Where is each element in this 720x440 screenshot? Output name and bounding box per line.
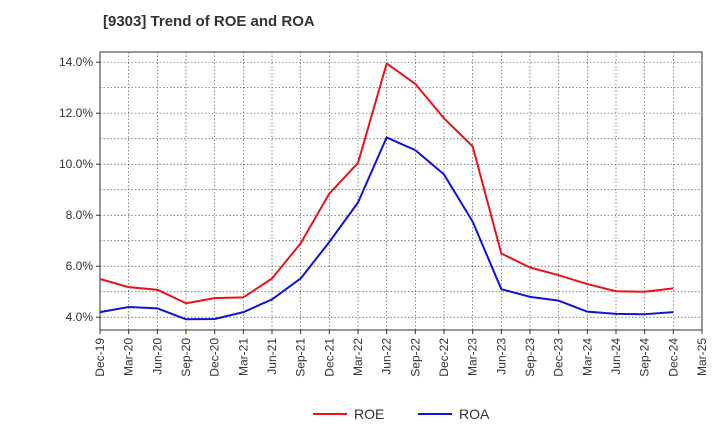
x-tick-label: Dec-19 bbox=[93, 338, 107, 377]
series-lines bbox=[99, 62, 674, 321]
x-tick-label: Mar-25 bbox=[695, 338, 709, 376]
chart-title: [9303] Trend of ROE and ROA bbox=[103, 13, 315, 30]
y-tick-label: 10.0% bbox=[59, 157, 93, 171]
y-tick-label: 12.0% bbox=[59, 106, 93, 120]
legend-label: ROE bbox=[354, 406, 384, 422]
y-tick-label: 8.0% bbox=[66, 208, 94, 222]
x-tick-label: Dec-24 bbox=[666, 338, 680, 377]
legend-item-roe: ROE bbox=[313, 406, 384, 422]
y-tick-label: 6.0% bbox=[66, 259, 94, 273]
x-tick-label: Jun-22 bbox=[380, 338, 394, 375]
x-tick-label: Dec-23 bbox=[552, 338, 566, 377]
x-tick-label: Mar-21 bbox=[236, 338, 250, 376]
x-tick-label: Mar-24 bbox=[580, 338, 594, 376]
series-line-roa bbox=[99, 136, 674, 321]
legend-item-roa: ROA bbox=[418, 406, 490, 422]
legend: ROE ROA bbox=[313, 406, 490, 422]
plot-area bbox=[99, 51, 703, 331]
x-tick-label: Sep-22 bbox=[408, 338, 422, 377]
x-tick-label: Sep-23 bbox=[523, 338, 537, 377]
x-tick-label: Dec-21 bbox=[322, 338, 336, 377]
x-tick-label: Mar-23 bbox=[466, 338, 480, 376]
legend-label: ROA bbox=[459, 406, 490, 422]
x-tick-label: Mar-20 bbox=[122, 338, 136, 376]
x-tick-label: Sep-24 bbox=[638, 338, 652, 377]
series-line-roe bbox=[99, 62, 674, 305]
y-tick-label: 14.0% bbox=[59, 55, 93, 69]
x-tick-label: Mar-22 bbox=[351, 338, 365, 376]
x-tick-label: Jun-23 bbox=[494, 338, 508, 375]
x-tick-label: Sep-21 bbox=[294, 338, 308, 377]
x-axis: Dec-19 Mar-20 Jun-20 Sep-20 Dec-20 Mar-21 Jun-… bbox=[93, 330, 709, 377]
grid bbox=[99, 52, 703, 330]
x-tick-label: Jun-21 bbox=[265, 338, 279, 375]
y-tick-label: 4.0% bbox=[66, 310, 94, 324]
x-tick-label: Dec-22 bbox=[437, 338, 451, 377]
y-axis: 4.0% 6.0% 8.0% 10.0% 12.0% 14.0% bbox=[59, 55, 100, 324]
x-tick-label: Jun-20 bbox=[150, 338, 164, 375]
x-tick-label: Jun-24 bbox=[609, 338, 623, 375]
x-tick-label: Sep-20 bbox=[179, 338, 193, 377]
x-tick-label: Dec-20 bbox=[208, 338, 222, 377]
